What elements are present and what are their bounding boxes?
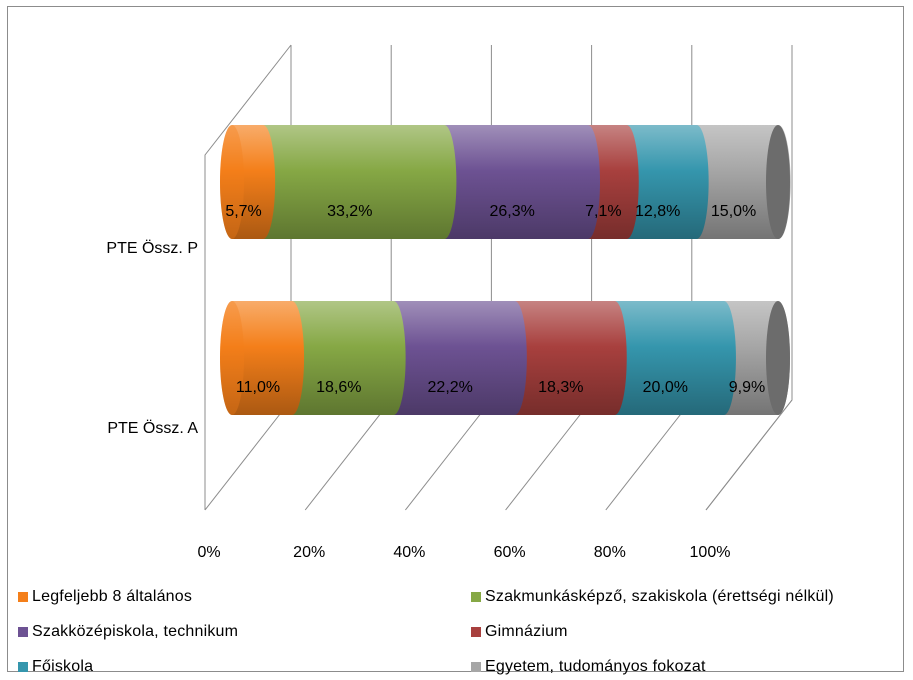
gridline-floor [705,399,793,511]
bar-start-cap [220,125,244,239]
data-label: 11,0% [236,379,280,396]
data-label: 33,2% [327,203,372,220]
plot-walls [204,44,793,511]
bar-segment [602,301,736,415]
data-label: 18,3% [538,379,583,396]
data-label: 7,1% [585,203,621,220]
data-label: 18,6% [316,379,361,396]
bar-segment [220,125,276,239]
x-tick-label: 60% [494,544,526,561]
bar-start-cap [220,301,244,415]
x-tick-label: 0% [197,544,220,561]
bar-group: 11,0% 18,6% 22,2% 18,3% 20,0% 9,9% PTE Össz. A [107,301,790,437]
bar-segment [381,301,527,415]
gridline-floor [505,399,592,511]
gridline-floor [204,399,292,511]
gridline-floor [605,399,693,511]
bar-segment [432,125,600,239]
x-tick-label: 40% [393,544,425,561]
category-label: PTE Össz. A [107,419,198,437]
data-label: 9,9% [729,379,765,396]
data-label: 20,0% [643,379,688,396]
floor-edge [705,45,793,511]
x-tick-label: 100% [690,544,731,561]
x-tick-label: 20% [293,544,325,561]
bar-segment [684,125,791,239]
category-label: PTE Össz. P [106,239,198,257]
gridlines [204,45,793,511]
data-label: 15,0% [711,203,756,220]
gridline-floor [304,399,392,511]
chart-border [7,6,904,672]
bar-segment [280,301,406,415]
bar-segment [614,125,709,239]
bar-end-cap [766,301,790,415]
x-axis-ticks: 0% 20% 40% 60% 80% 100% [197,544,730,561]
data-label: 12,8% [635,203,680,220]
gridline-floor [405,399,492,511]
bar-end-cap [766,125,790,239]
x-tick-label: 80% [594,544,626,561]
side-wall [204,44,292,510]
data-label: 22,2% [428,379,473,396]
bar-segment [220,301,305,415]
bar-group: 5,7% 33,2% 26,3% 7,1% 12,8% 15,0% PTE Össz. P [106,125,791,257]
data-label: 26,3% [490,203,535,220]
data-label: 5,7% [225,203,261,220]
bar-segment [502,301,627,415]
bar-segment [251,125,457,239]
